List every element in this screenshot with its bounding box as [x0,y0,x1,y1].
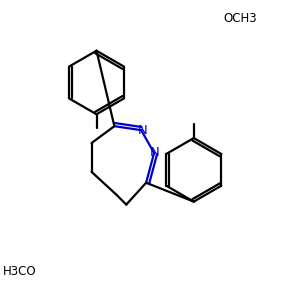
Text: N: N [150,146,160,160]
Text: N: N [137,124,147,136]
Text: OCH3: OCH3 [224,13,257,26]
Text: H3CO: H3CO [3,265,37,278]
